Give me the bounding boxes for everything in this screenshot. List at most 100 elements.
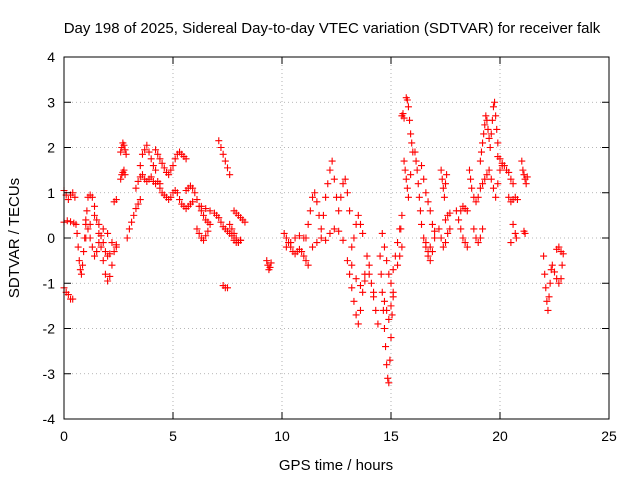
data-point-plus <box>404 103 412 111</box>
data-point-plus <box>99 239 107 247</box>
data-point-plus <box>463 207 471 215</box>
data-point-plus <box>424 198 432 206</box>
data-point-plus <box>442 216 449 224</box>
data-point-plus <box>557 248 565 256</box>
data-point-plus <box>385 379 393 387</box>
x-tick-label: 0 <box>60 428 68 444</box>
data-point-plus <box>80 248 88 256</box>
data-point-plus <box>380 297 388 305</box>
data-point-plus <box>378 229 386 237</box>
data-point-plus <box>455 216 463 224</box>
data-point-plus <box>71 193 79 201</box>
data-point-plus <box>319 211 327 219</box>
data-point-plus <box>104 277 112 285</box>
data-point-plus <box>322 193 330 201</box>
data-point-plus <box>291 234 299 242</box>
data-point-plus <box>193 225 201 233</box>
data-point-plus <box>426 257 434 265</box>
data-point-plus <box>383 257 391 265</box>
data-point-plus <box>479 180 487 188</box>
chart-title: Day 198 of 2025, Sidereal Day-to-day VTE… <box>64 20 601 37</box>
data-point-plus <box>300 252 308 260</box>
data-point-plus <box>522 180 530 188</box>
data-point-plus <box>477 148 485 156</box>
data-point-plus <box>328 157 336 165</box>
data-point-plus <box>237 236 245 244</box>
data-point-plus <box>555 243 563 251</box>
data-point-plus <box>479 225 487 233</box>
data-point-plus <box>374 320 382 328</box>
data-point-plus <box>542 284 550 292</box>
data-point-plus <box>121 171 129 179</box>
data-point-plus <box>548 261 556 269</box>
data-point-plus <box>420 175 428 183</box>
data-point-plus <box>224 164 231 172</box>
x-tick-label: 15 <box>383 428 399 444</box>
data-point-plus <box>426 243 434 251</box>
data-point-plus <box>339 180 347 188</box>
data-point-plus <box>367 279 375 287</box>
data-point-plus <box>330 175 338 183</box>
x-tick-label: 5 <box>169 428 177 444</box>
data-point-plus <box>483 171 491 179</box>
data-point-plus <box>382 343 390 351</box>
data-point-plus <box>481 121 489 129</box>
data-point-plus <box>106 272 114 280</box>
data-point-plus <box>189 198 197 206</box>
data-point-plus <box>418 220 426 228</box>
data-point-plus <box>121 146 129 154</box>
data-point-plus <box>343 189 351 197</box>
data-point-plus <box>422 189 430 197</box>
data-point-plus <box>99 225 107 233</box>
data-point-plus <box>472 198 480 206</box>
data-point-plus <box>496 155 504 163</box>
data-point-plus <box>431 234 439 242</box>
data-point-plus <box>487 175 495 183</box>
data-point-plus <box>309 193 317 201</box>
data-point-plus <box>352 275 360 283</box>
data-point-plus <box>408 139 416 147</box>
data-point-plus <box>446 209 454 217</box>
data-point-plus <box>378 288 386 296</box>
data-point-plus <box>97 243 105 251</box>
data-point-plus <box>217 144 225 151</box>
data-point-plus <box>88 193 96 201</box>
data-point-plus <box>363 252 371 260</box>
data-point-plus <box>509 180 517 188</box>
data-point-plus <box>202 205 210 213</box>
data-point-plus <box>160 164 168 172</box>
data-point-plus <box>138 150 146 158</box>
data-point-plus <box>465 166 473 174</box>
data-point-plus <box>387 279 395 287</box>
data-point-plus <box>282 234 290 242</box>
y-tick-label: 3 <box>47 94 55 110</box>
data-point-plus <box>317 225 325 233</box>
data-point-plus <box>485 134 493 142</box>
data-point-plus <box>459 234 467 242</box>
data-point-plus <box>484 125 492 133</box>
data-point-plus <box>152 146 160 154</box>
data-point-plus <box>322 236 330 244</box>
data-point-plus <box>400 114 408 122</box>
data-point-plus <box>500 162 508 170</box>
data-point-plus <box>120 166 128 174</box>
data-point-plus <box>132 184 140 192</box>
data-point-plus <box>557 275 565 283</box>
data-point-plus <box>267 259 275 267</box>
data-point-plus <box>134 200 142 208</box>
data-point-plus <box>110 248 118 256</box>
axis-ticks: 0 5 10 15 20 25 -4 -3 -2 -1 0 1 2 3 4 <box>43 49 617 444</box>
data-point-plus <box>224 284 231 292</box>
data-point-plus <box>492 193 500 201</box>
data-point-plus <box>64 196 72 204</box>
data-point-plus <box>383 306 391 314</box>
data-point-plus <box>543 297 551 305</box>
data-point-plus <box>491 98 499 106</box>
data-point-plus <box>356 220 364 228</box>
data-point-plus <box>444 229 452 237</box>
data-point-plus <box>123 234 131 242</box>
data-point-plus <box>481 175 489 183</box>
data-point-plus <box>77 270 85 278</box>
data-point-plus <box>365 270 373 278</box>
data-point-plus <box>482 112 490 120</box>
